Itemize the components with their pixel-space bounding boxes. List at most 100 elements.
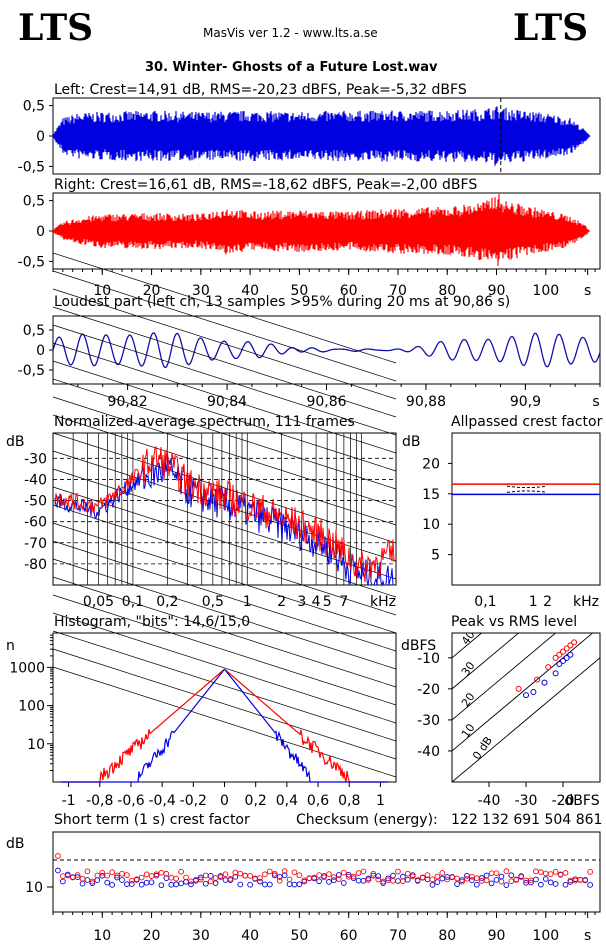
panel-shortcrest-title: Short term (1 s) crest factor [54,812,250,828]
xtick-unit: kHz [370,594,396,610]
right-crest-point [404,870,411,877]
left-crest-point [395,878,401,884]
left-crest-point [508,872,515,879]
right-crest-point [212,875,219,881]
right-crest-point [74,872,81,878]
left-pvr-point [560,657,566,664]
xtick-label: -0,6 [117,793,144,809]
right-crest-point [582,876,589,883]
logo-right: LTS [513,7,589,49]
left-crest-point [143,879,150,886]
left-crest-point [335,872,342,878]
ytick-label: 100 [18,699,45,715]
diagonal-label: 20 [459,690,478,709]
xtick-label: -20 [552,793,575,809]
right-crest-point [503,868,510,875]
left-crest-point [262,881,268,888]
xtick-label: 40 [241,283,259,299]
left-crest-point [84,877,91,883]
xtick-unit: s [592,394,599,410]
xtick-label: 7 [339,594,348,610]
right-crest-point [291,869,298,876]
ytick-label: 10 [27,737,45,753]
right-crest-point [207,878,214,885]
right-crest-point [473,875,480,881]
ytick-label: -0,5 [18,363,45,379]
right-crest-point [114,872,120,879]
xtick-label: 60 [340,283,358,299]
right-crest-point [109,869,115,875]
spectrum-slope-line [52,252,397,364]
ytick-label: 0 [36,129,45,145]
ytick-label: -30 [24,451,47,467]
spectrum-slope-line [52,396,397,508]
left-crest-point [404,876,411,883]
left-crest-point [114,874,120,881]
checksum-label: Checksum (energy): [296,812,438,828]
left-crest-point [79,880,86,887]
xtick-label: 90,84 [207,394,247,410]
panel-crest-title: Allpassed crest factor [451,414,603,430]
xtick-label: 10 [93,928,111,944]
xtick-label: 4 [312,594,321,610]
left-crest-point [188,881,194,888]
right-crest-point [350,873,357,880]
right-crest-point [84,868,91,875]
right-crest-point [158,869,165,876]
right-crest-point [306,875,313,882]
right-crest-point [222,871,229,878]
right-crest-point [227,876,234,882]
xtick-label: 100 [532,283,559,299]
ytick-label: -50 [24,494,47,510]
right-pvr-point [556,651,563,658]
ytick-label: -40 [417,744,440,760]
right-crest-point [370,870,377,877]
xtick-label: 80 [438,283,456,299]
spectrum-slope-line [52,666,397,778]
left-crest-point [89,880,96,887]
right-pvr-point [571,639,578,646]
xtick-label: 0,6 [307,793,329,809]
spectrum-slope-line [52,414,397,526]
left-pvr-point [556,661,563,668]
right-crest-point [242,872,249,879]
spectrum-slope-line [52,324,397,436]
right-crest-point [89,878,96,885]
right-pvr-point [552,654,559,661]
left-pvr-point [567,651,574,658]
xtick-label: 80 [438,928,456,944]
ytick-label: -20 [417,682,440,698]
right-crest-point [197,876,204,883]
left-crest-point [286,881,293,887]
left-crest-point [360,877,367,884]
xtick-label: 30 [192,928,210,944]
spectrum-slope-line [52,360,397,472]
right-spectrum-line [54,445,395,583]
diagonal-label: 40 [459,628,478,647]
spectrum-slope-line [52,522,397,634]
xtick-label: 0,1 [474,594,496,610]
right-crest-point [104,872,111,879]
left-crest-point [528,879,534,886]
right-crest-point [498,878,505,885]
right-crest-point [375,876,382,883]
xtick-label: 0,4 [276,793,298,809]
right-crest-point [439,870,446,876]
right-crest-point [138,874,145,881]
right-crest-point [311,874,318,881]
right-crest-point [557,871,564,878]
spectrum-slope-line [52,648,397,760]
right-crest-point [55,853,61,859]
loudest-waveform [52,332,601,369]
ytick-label: 0,5 [23,323,45,339]
left-crest-point [128,881,135,887]
xtick-label: -1 [62,793,76,809]
right-pvr-point [545,664,552,671]
left-crest-point [503,882,510,888]
right-crest-point [60,873,66,879]
xtick-label: 0 [220,793,229,809]
ytick-label: 1000 [9,660,45,676]
right-pvr-point [563,645,570,652]
left-crest-point [587,882,593,888]
left-crest-point [429,882,436,888]
